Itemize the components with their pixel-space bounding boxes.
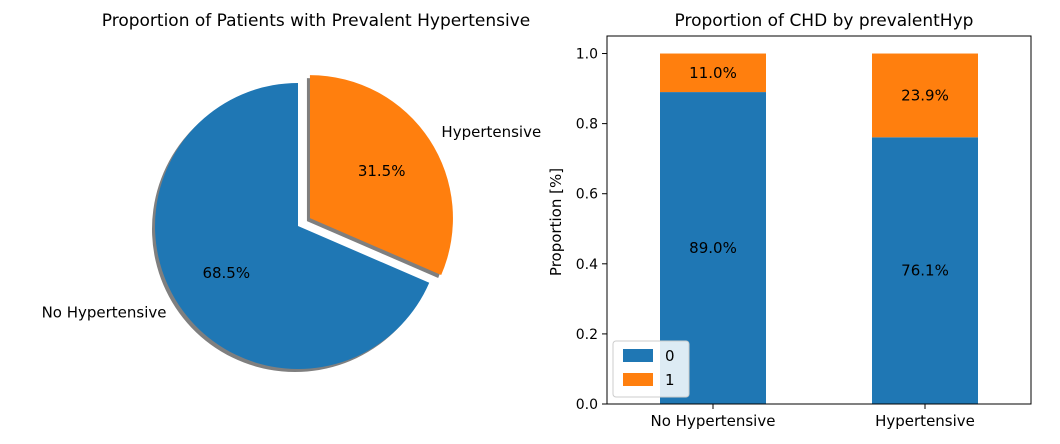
x-tick-label: Hypertensive (875, 412, 975, 430)
bar-no-hypertensive-series-1 (660, 53, 766, 93)
x-tick-label: No Hypertensive (651, 412, 776, 430)
axes-frame (606, 35, 1032, 405)
pie-title: Proportion of Patients with Prevalent Hy… (102, 11, 530, 31)
pie-chart: 68.5% No Hypertensive 31.5% Hypertensive (42, 75, 541, 372)
bar-value-label: 11.0% (689, 64, 737, 82)
pie-category-label: Hypertensive (441, 123, 541, 141)
legend: 01 (612, 340, 690, 398)
pie-category-label: No Hypertensive (42, 303, 167, 321)
bar-value-label: 76.1% (901, 262, 949, 280)
y-tick-label: 0.0 (576, 397, 598, 413)
legend-swatch-1 (623, 373, 653, 386)
y-axis-label: Proportion [%] (547, 168, 565, 276)
bar-value-label: 89.0% (689, 239, 737, 257)
stacked-bar-chart: 89.0% 11.0% No Hypertensive 76.1% 23.9% Hyper… (576, 35, 1032, 430)
bar-hypertensive-series-1 (872, 53, 978, 138)
legend-swatch-0 (623, 349, 653, 362)
y-tick-label: 0.4 (576, 257, 598, 273)
y-tick-label: 0.8 (576, 117, 598, 133)
legend-label-1: 1 (665, 371, 675, 389)
bar-hypertensive-series-0 (872, 137, 978, 405)
bar-value-label: 23.9% (901, 86, 949, 104)
legend-label-0: 0 (665, 347, 675, 365)
y-tick-label: 0.6 (576, 187, 598, 203)
pie-percent-label: 31.5% (358, 162, 406, 180)
pie-slice-no-hypertensive (155, 83, 430, 369)
pie-slice-hypertensive (309, 75, 453, 275)
y-tick-label: 0.2 (576, 327, 598, 343)
bar-title: Proportion of CHD by prevalentHyp (675, 11, 974, 31)
pie-percent-label: 68.5% (202, 264, 250, 282)
y-tick-label: 1.0 (576, 47, 598, 63)
